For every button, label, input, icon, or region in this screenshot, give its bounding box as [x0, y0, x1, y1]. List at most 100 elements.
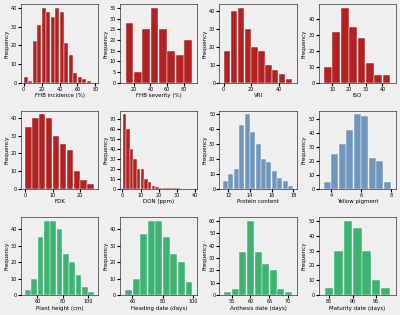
Bar: [228, 174, 233, 189]
Bar: [134, 159, 137, 189]
Bar: [223, 181, 228, 189]
Bar: [277, 289, 284, 295]
Bar: [155, 187, 159, 189]
Bar: [247, 221, 254, 295]
X-axis label: FHB severity (%): FHB severity (%): [136, 93, 182, 98]
Bar: [74, 171, 80, 189]
Bar: [44, 221, 50, 295]
Y-axis label: Frequency: Frequency: [4, 29, 9, 58]
Y-axis label: Frequency: Frequency: [203, 29, 208, 58]
Bar: [258, 50, 265, 83]
X-axis label: Protein content: Protein content: [237, 199, 279, 204]
Bar: [346, 130, 353, 189]
Bar: [349, 27, 357, 83]
Bar: [285, 292, 292, 295]
Bar: [46, 12, 50, 83]
Bar: [159, 29, 167, 83]
Bar: [250, 132, 255, 189]
Bar: [60, 12, 64, 83]
Bar: [265, 65, 272, 83]
Bar: [25, 127, 32, 189]
Bar: [244, 29, 251, 83]
Bar: [231, 11, 237, 83]
Bar: [148, 221, 155, 295]
X-axis label: DON (ppm): DON (ppm): [143, 199, 174, 204]
Bar: [361, 116, 368, 189]
Bar: [324, 182, 330, 189]
Bar: [38, 237, 44, 295]
Bar: [87, 184, 94, 189]
Bar: [369, 158, 376, 189]
Bar: [86, 81, 91, 83]
Bar: [69, 54, 73, 83]
Bar: [125, 290, 132, 295]
Bar: [256, 144, 260, 189]
Bar: [376, 161, 384, 189]
Bar: [151, 8, 158, 83]
Bar: [266, 162, 271, 189]
Bar: [178, 262, 185, 295]
Bar: [334, 250, 343, 295]
Bar: [279, 74, 285, 83]
Bar: [277, 178, 282, 189]
X-axis label: FHB incidence (%): FHB incidence (%): [34, 93, 84, 98]
Bar: [186, 282, 192, 295]
Bar: [25, 290, 31, 295]
Bar: [126, 23, 133, 83]
Bar: [324, 67, 332, 83]
Bar: [168, 50, 175, 83]
Bar: [176, 55, 184, 83]
Bar: [76, 275, 81, 295]
Bar: [283, 181, 288, 189]
Bar: [33, 42, 37, 83]
Bar: [50, 221, 56, 295]
Bar: [152, 186, 155, 189]
Bar: [238, 8, 244, 83]
Bar: [374, 75, 382, 83]
Bar: [354, 114, 361, 189]
Bar: [51, 17, 55, 83]
Bar: [358, 38, 365, 83]
Bar: [381, 288, 390, 295]
Bar: [32, 118, 38, 189]
Bar: [42, 8, 46, 83]
Bar: [140, 234, 147, 295]
Bar: [261, 159, 266, 189]
X-axis label: Maturity date (days): Maturity date (days): [329, 306, 386, 311]
Bar: [144, 179, 148, 189]
Bar: [177, 188, 180, 189]
Bar: [63, 254, 69, 295]
Bar: [88, 292, 94, 295]
Bar: [60, 145, 66, 189]
Bar: [82, 79, 86, 83]
Bar: [24, 77, 28, 83]
Bar: [134, 72, 142, 83]
Bar: [288, 186, 293, 189]
Bar: [332, 32, 340, 83]
Bar: [57, 229, 62, 295]
Bar: [46, 118, 52, 189]
Y-axis label: Frequency: Frequency: [104, 29, 108, 58]
Bar: [130, 149, 133, 189]
Bar: [286, 79, 292, 83]
Bar: [232, 289, 239, 295]
Bar: [55, 8, 59, 83]
Bar: [252, 47, 258, 83]
Bar: [133, 279, 140, 295]
X-axis label: VRI: VRI: [254, 93, 262, 98]
Bar: [184, 40, 192, 83]
Bar: [239, 125, 244, 189]
Bar: [53, 135, 59, 189]
Bar: [174, 188, 177, 189]
Y-axis label: Frequency: Frequency: [203, 135, 208, 164]
Bar: [80, 180, 87, 189]
Bar: [384, 182, 391, 189]
Bar: [170, 254, 177, 295]
Bar: [170, 188, 173, 189]
Bar: [245, 114, 250, 189]
Bar: [31, 279, 37, 295]
Bar: [39, 114, 46, 189]
Bar: [272, 70, 278, 83]
Bar: [137, 169, 140, 189]
Bar: [341, 8, 348, 83]
